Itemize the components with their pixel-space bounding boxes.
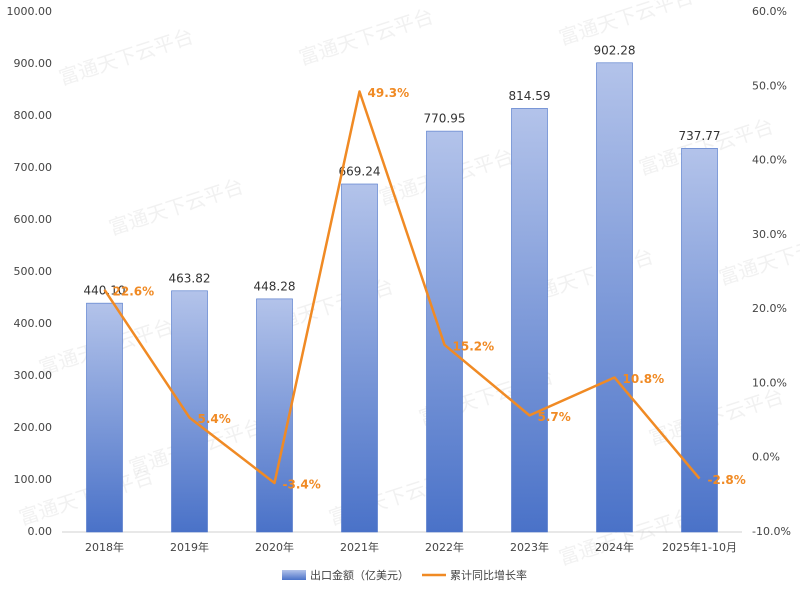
x-tick-label: 2020年 — [255, 540, 294, 554]
bar — [511, 108, 548, 533]
y2-tick-label: 40.0% — [752, 154, 787, 167]
line-value-label: 15.2% — [453, 339, 495, 353]
bar — [171, 290, 208, 533]
y2-tick-label: -10.0% — [752, 525, 791, 538]
y-tick-label: 700.00 — [14, 161, 53, 174]
x-tick-label: 2024年 — [595, 540, 634, 554]
y-tick-label: 500.00 — [14, 265, 53, 278]
watermark: 富通天下云平台 — [56, 24, 197, 90]
bar — [256, 298, 293, 533]
x-tick-label: 2025年1-10月 — [662, 540, 737, 554]
line-value-label: 5.7% — [538, 410, 571, 424]
bar — [426, 130, 463, 533]
legend-label: 累计同比增长率 — [450, 568, 527, 582]
y-tick-label: 200.00 — [14, 421, 53, 434]
line-value-label: 22.6% — [113, 284, 155, 298]
y-tick-label: 1000.00 — [7, 5, 53, 18]
line-value-label: -3.4% — [283, 477, 321, 491]
x-tick-label: 2022年 — [425, 540, 464, 554]
x-tick-label: 2023年 — [510, 540, 549, 554]
y2-tick-label: 50.0% — [752, 79, 787, 92]
bar-value-label: 770.95 — [424, 112, 466, 126]
y-tick-label: 800.00 — [14, 109, 53, 122]
y2-tick-label: 60.0% — [752, 5, 787, 18]
bar-value-label: 669.24 — [339, 164, 381, 178]
bar — [681, 148, 718, 533]
y2-tick-label: 30.0% — [752, 228, 787, 241]
line-value-label: -2.8% — [708, 473, 746, 487]
line-value-label: 10.8% — [623, 372, 665, 386]
legend-swatch — [282, 570, 306, 580]
y-tick-label: 0.00 — [28, 525, 53, 538]
watermark: 富通天下云平台 — [296, 4, 437, 70]
bar — [341, 183, 378, 533]
watermark: 富通天下云平台 — [106, 174, 247, 240]
x-tick-label: 2018年 — [85, 540, 124, 554]
bar-value-label: 448.28 — [254, 279, 296, 293]
bar-value-label: 902.28 — [594, 43, 636, 57]
y2-tick-label: 0.0% — [752, 451, 780, 464]
y2-tick-label: 20.0% — [752, 302, 787, 315]
y-tick-label: 400.00 — [14, 317, 53, 330]
bar — [86, 302, 123, 533]
line-value-label: 5.4% — [198, 412, 231, 426]
y-tick-label: 300.00 — [14, 369, 53, 382]
x-tick-label: 2021年 — [340, 540, 379, 554]
y-tick-label: 600.00 — [14, 213, 53, 226]
bar-value-label: 814.59 — [509, 89, 551, 103]
legend-label: 出口金额（亿美元） — [310, 568, 409, 582]
bar-value-label: 463.82 — [169, 271, 211, 285]
line — [103, 90, 701, 485]
x-tick-label: 2019年 — [170, 540, 209, 554]
y-tick-label: 900.00 — [14, 57, 53, 70]
bar — [596, 62, 633, 533]
y-tick-label: 100.00 — [14, 473, 53, 486]
y2-tick-label: 10.0% — [752, 376, 787, 389]
line-value-label: 49.3% — [368, 86, 410, 100]
bar-value-label: 737.77 — [679, 129, 721, 143]
